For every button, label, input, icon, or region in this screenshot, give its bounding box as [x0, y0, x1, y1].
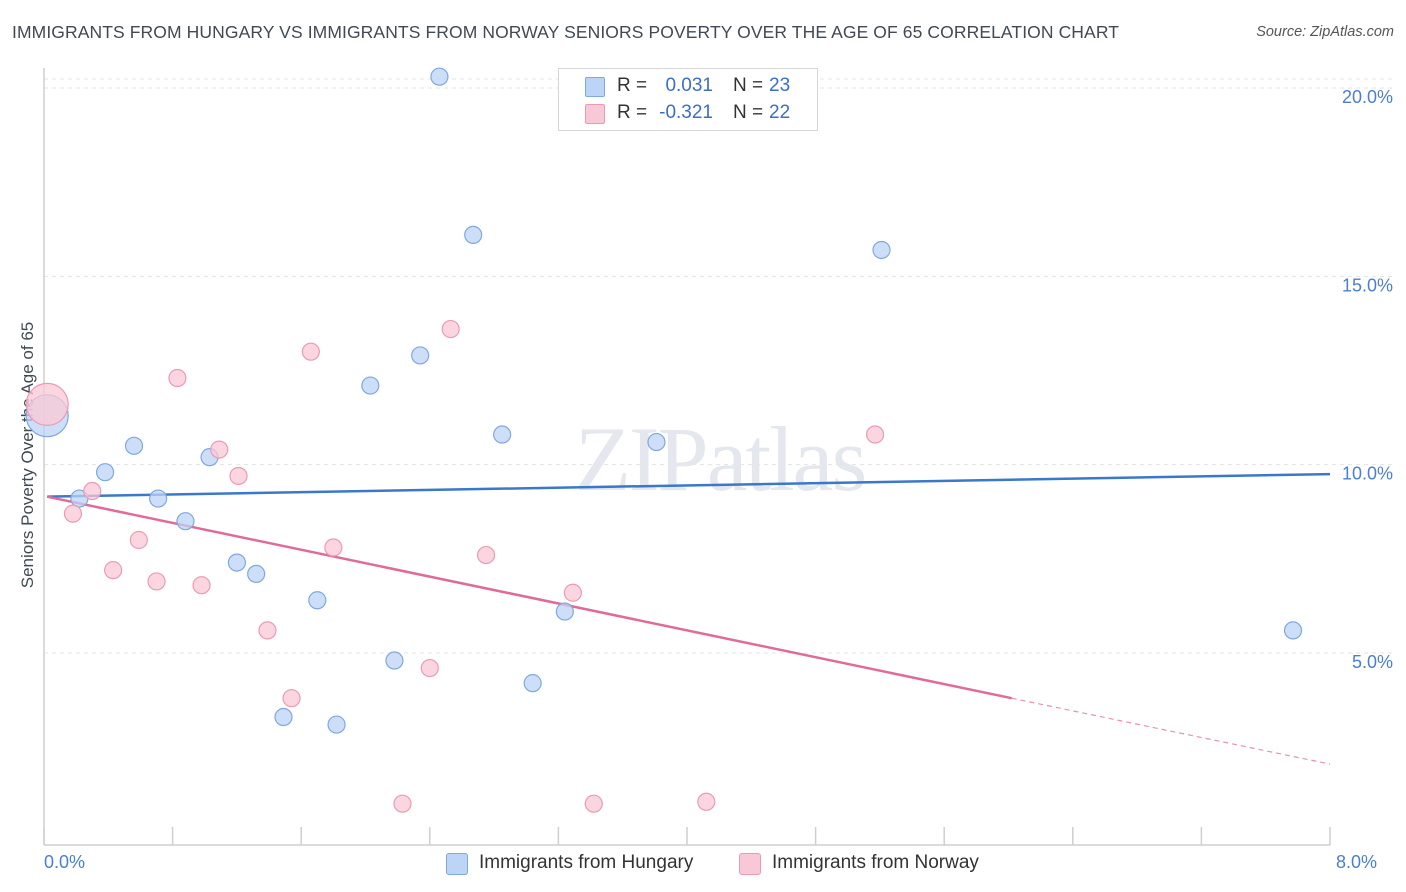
hungary-trend-line	[47, 472, 1331, 498]
norway-point	[476, 545, 496, 565]
norway-point	[258, 621, 277, 640]
hungary-r-value: 0.031	[665, 75, 713, 96]
hungary-point	[95, 463, 115, 482]
norway-point	[324, 538, 343, 557]
hungary-point	[385, 651, 404, 670]
y-tick-label: 20.0%	[1342, 87, 1393, 107]
hungary-point	[464, 225, 483, 244]
hungary-point	[361, 376, 380, 395]
norway-point	[584, 794, 603, 813]
norway-point	[63, 504, 83, 523]
hungary-n-value: 23	[769, 75, 791, 96]
norway-n-value: 22	[769, 102, 791, 123]
norway-point	[697, 792, 716, 811]
norway-point	[147, 572, 166, 591]
hungary-point	[493, 425, 512, 444]
hungary-point	[430, 67, 449, 86]
chart-title: IMMIGRANTS FROM HUNGARY VS IMMIGRANTS FR…	[12, 22, 1120, 42]
norway-point	[129, 530, 148, 550]
hungary-swatch	[585, 77, 605, 97]
hungary-point	[308, 591, 327, 610]
norway-trend-line	[46, 495, 1012, 700]
norway-point	[282, 689, 301, 708]
data-points	[25, 67, 1303, 813]
hungary-r-label: R =	[617, 75, 648, 96]
norway-point	[168, 368, 187, 388]
hungary-point	[872, 240, 891, 260]
norway-legend-label: Immigrants from Norway	[772, 852, 979, 873]
gridlines	[44, 78, 1392, 654]
hungary-point	[327, 715, 346, 734]
hungary-point	[555, 602, 574, 621]
hungary-point	[149, 489, 168, 508]
y-tick-label: 15.0%	[1342, 275, 1393, 295]
hungary-point	[176, 512, 195, 531]
y-tick-labels: 5.0% 10.0% 15.0% 20.0%	[1342, 87, 1393, 672]
hungary-point	[124, 436, 144, 455]
stats-legend: R = 0.031 N = 23 R = -0.321 N = 22	[558, 68, 818, 131]
norway-point	[25, 382, 69, 426]
x-axis-min-label: 0.0%	[44, 852, 86, 872]
hungary-point	[247, 564, 266, 584]
hungary-point	[523, 674, 542, 693]
norway-point	[104, 561, 123, 580]
hungary-legend-swatch	[446, 853, 468, 875]
hungary-point	[411, 346, 430, 365]
norway-point	[229, 466, 248, 486]
source-credit: Source: ZipAtlas.com	[1256, 24, 1394, 40]
norway-r-value: -0.321	[659, 102, 713, 123]
norway-point	[563, 583, 582, 602]
norway-swatch	[585, 104, 605, 124]
norway-legend-swatch	[739, 853, 761, 875]
norway-point	[420, 658, 439, 678]
y-tick-label: 10.0%	[1342, 464, 1393, 484]
x-axis-max-label: 8.0%	[1336, 852, 1378, 872]
norway-point	[210, 440, 229, 459]
hungary-legend-label: Immigrants from Hungary	[479, 852, 694, 873]
hungary-point	[647, 432, 666, 452]
hungary-point	[227, 553, 246, 572]
norway-point	[865, 425, 885, 444]
trend-lines	[46, 472, 1331, 765]
hungary-point	[1283, 621, 1303, 640]
norway-point	[83, 481, 102, 501]
axes	[43, 68, 1331, 846]
norway-n-label: N =	[733, 102, 764, 123]
watermark: ZIPatlas	[575, 408, 866, 510]
hungary-n-label: N =	[733, 75, 764, 96]
norway-r-label: R =	[617, 102, 648, 123]
norway-point	[301, 342, 320, 361]
norway-trend-extension	[1011, 697, 1331, 765]
norway-point	[192, 576, 211, 595]
hungary-point	[274, 707, 293, 727]
norway-point	[441, 319, 460, 339]
y-tick-label: 5.0%	[1352, 652, 1393, 672]
norway-point	[393, 794, 412, 813]
